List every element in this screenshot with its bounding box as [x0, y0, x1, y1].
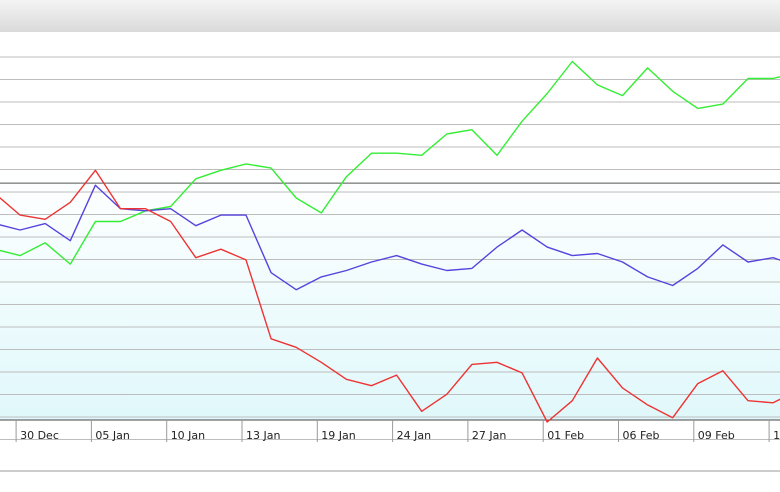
x-tick-label: 30 Dec — [20, 429, 59, 442]
x-tick-label: 01 Feb — [547, 429, 584, 442]
chart-top-bar — [0, 0, 780, 32]
x-tick-label: 09 Feb — [698, 429, 735, 442]
x-tick-label: 10 Jan — [171, 429, 205, 442]
x-tick-label: 05 Jan — [95, 429, 129, 442]
plot-lower-band — [0, 171, 780, 420]
x-tick-label: 19 Jan — [321, 429, 355, 442]
x-axis: 30 Dec 05 Jan 10 Jan 13 Jan 19 Jan 24 Jan 27 J… — [0, 419, 780, 472]
x-tick-label: 13 Jan — [246, 429, 280, 442]
series-line-1 — [0, 60, 780, 265]
x-tick-label: 27 Jan — [472, 429, 506, 442]
grid — [0, 56, 780, 440]
x-tick-label: 24 Jan — [397, 429, 431, 442]
x-tick-label: 14 Feb — [773, 429, 780, 442]
series-line-3 — [0, 169, 780, 423]
series-layer — [0, 60, 780, 423]
x-tick-label: 06 Feb — [623, 429, 660, 442]
